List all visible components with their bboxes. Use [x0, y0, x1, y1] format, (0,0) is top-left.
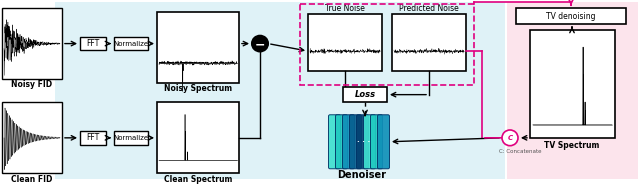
- Circle shape: [502, 130, 518, 146]
- Text: Noisy Spectrum: Noisy Spectrum: [164, 84, 232, 93]
- Bar: [507, 2, 638, 179]
- FancyBboxPatch shape: [342, 115, 355, 169]
- Text: Noisy FID: Noisy FID: [12, 80, 52, 89]
- Bar: [343, 87, 387, 102]
- Text: Denoiser: Denoiser: [337, 170, 387, 180]
- FancyBboxPatch shape: [349, 115, 362, 169]
- Text: FFT: FFT: [86, 39, 100, 48]
- FancyBboxPatch shape: [335, 115, 348, 169]
- Text: C: Concatenate: C: Concatenate: [499, 149, 541, 154]
- Bar: [392, 14, 466, 71]
- Circle shape: [252, 36, 268, 52]
- Bar: [308, 14, 382, 71]
- Bar: [530, 30, 615, 138]
- Bar: [157, 102, 239, 173]
- FancyBboxPatch shape: [371, 115, 383, 169]
- Bar: [80, 131, 106, 145]
- Text: Normalize: Normalize: [113, 41, 148, 47]
- Text: Predicted Noise: Predicted Noise: [399, 4, 459, 13]
- Bar: [2, 102, 62, 173]
- FancyBboxPatch shape: [364, 115, 376, 169]
- Text: True Noise: True Noise: [325, 4, 365, 13]
- Bar: [300, 4, 474, 85]
- FancyBboxPatch shape: [378, 115, 390, 169]
- FancyBboxPatch shape: [328, 115, 340, 169]
- Text: · · ·: · · ·: [357, 139, 371, 145]
- Text: Normalize: Normalize: [113, 135, 148, 141]
- Text: C: C: [508, 135, 513, 141]
- Text: Clean Spectrum: Clean Spectrum: [164, 175, 232, 184]
- Text: FFT: FFT: [86, 133, 100, 142]
- Text: −: −: [255, 39, 265, 52]
- Bar: [80, 37, 106, 50]
- Text: Clean FID: Clean FID: [12, 175, 52, 184]
- Text: TV Spectrum: TV Spectrum: [544, 141, 600, 150]
- Bar: [114, 131, 148, 145]
- Bar: [157, 12, 239, 83]
- Bar: [114, 37, 148, 50]
- FancyBboxPatch shape: [356, 115, 369, 169]
- Text: TV denoising: TV denoising: [547, 12, 596, 21]
- Bar: [55, 2, 505, 179]
- Bar: [516, 8, 626, 24]
- Bar: [2, 8, 62, 79]
- Text: Loss: Loss: [355, 90, 376, 99]
